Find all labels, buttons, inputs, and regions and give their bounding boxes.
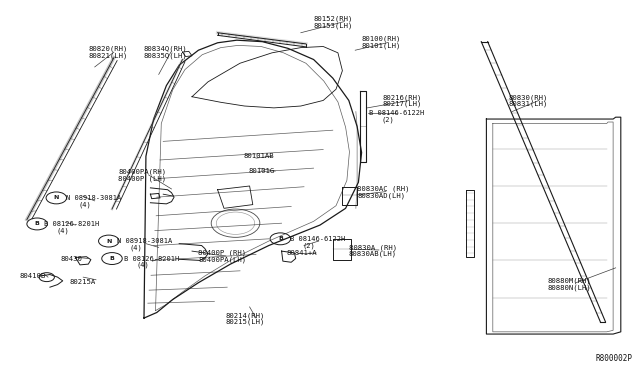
Text: 80400PA(RH): 80400PA(RH) [118, 169, 166, 175]
Text: (2): (2) [381, 117, 394, 124]
Text: 80216(RH): 80216(RH) [383, 94, 422, 101]
Text: (4): (4) [130, 244, 143, 251]
Text: 80880N(LH): 80880N(LH) [548, 284, 591, 291]
Text: 80215(LH): 80215(LH) [226, 319, 266, 326]
Text: 80430: 80430 [61, 256, 83, 262]
Text: 80214(RH): 80214(RH) [226, 312, 266, 319]
Text: B: B [35, 221, 40, 227]
Text: N 08918-3081A: N 08918-3081A [66, 195, 121, 201]
Text: B 08146-6122H: B 08146-6122H [369, 110, 424, 116]
Text: 80101G: 80101G [248, 168, 275, 174]
Text: 80153(LH): 80153(LH) [314, 22, 353, 29]
Text: 80841+A: 80841+A [287, 250, 317, 256]
Text: 80830A (RH): 80830A (RH) [349, 244, 397, 251]
Text: (2): (2) [303, 242, 316, 249]
Text: 80835Q(LH): 80835Q(LH) [144, 52, 188, 59]
Text: 80217(LH): 80217(LH) [383, 101, 422, 108]
Text: (4): (4) [136, 262, 149, 269]
Text: 80830(RH): 80830(RH) [509, 94, 548, 101]
Text: 80152(RH): 80152(RH) [314, 15, 353, 22]
Text: B: B [278, 236, 283, 241]
Text: B 08146-6122H: B 08146-6122H [290, 236, 345, 242]
Text: B: B [109, 256, 115, 261]
Text: 80101(LH): 80101(LH) [362, 42, 401, 49]
Text: 80830AB(LH): 80830AB(LH) [349, 251, 397, 257]
Text: 80101AB: 80101AB [243, 153, 274, 159]
Text: N 08918-3081A: N 08918-3081A [117, 238, 172, 244]
Text: 80880M(RH): 80880M(RH) [548, 278, 591, 284]
Text: N: N [54, 195, 59, 201]
Text: 80821(LH): 80821(LH) [88, 52, 128, 59]
Text: B 08126-8201H: B 08126-8201H [124, 256, 179, 262]
Text: 80830AC (RH): 80830AC (RH) [357, 185, 410, 192]
Text: 80820(RH): 80820(RH) [88, 45, 128, 52]
Text: N: N [106, 238, 111, 244]
Text: 80215A: 80215A [69, 279, 95, 285]
Text: 80410B: 80410B [19, 273, 45, 279]
Text: (4): (4) [79, 201, 92, 208]
Text: 80400P (RH): 80400P (RH) [198, 250, 246, 256]
Text: 80400P (LH): 80400P (LH) [118, 175, 166, 182]
Text: 80831(LH): 80831(LH) [509, 101, 548, 108]
Text: B 08126-8201H: B 08126-8201H [44, 221, 99, 227]
Text: 80830AD(LH): 80830AD(LH) [357, 192, 405, 199]
Text: 80400PA(LH): 80400PA(LH) [198, 256, 246, 263]
Text: R800002P: R800002P [595, 354, 632, 363]
Text: 80100(RH): 80100(RH) [362, 36, 401, 42]
Text: 80834Q(RH): 80834Q(RH) [144, 45, 188, 52]
Text: (4): (4) [56, 227, 69, 234]
